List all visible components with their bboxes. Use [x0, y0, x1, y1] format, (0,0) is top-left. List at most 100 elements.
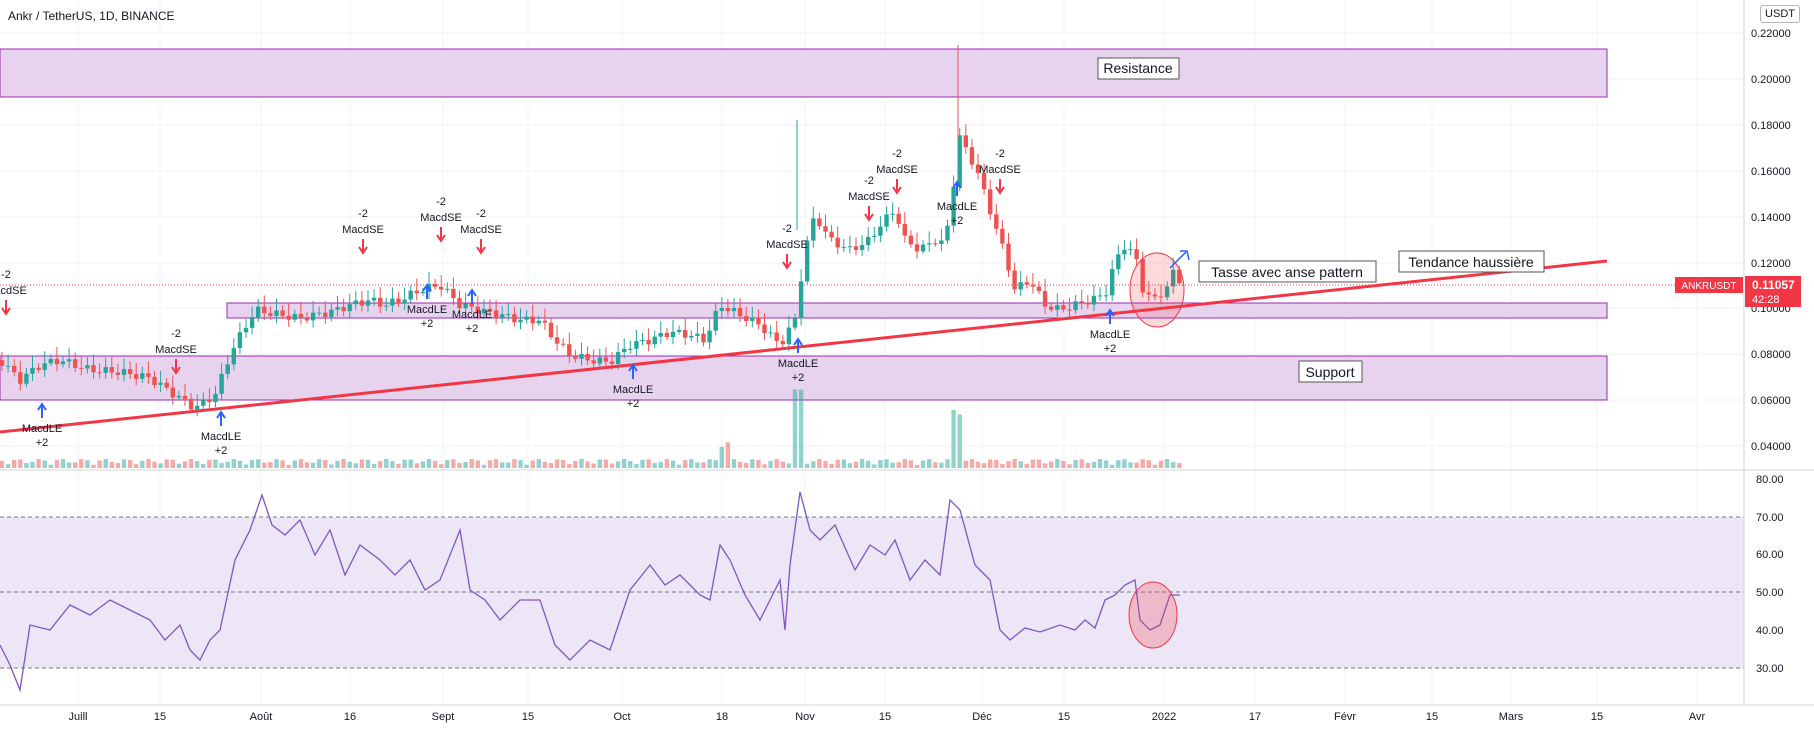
- countdown: 42:28: [1752, 294, 1780, 306]
- candle-body: [451, 288, 456, 299]
- volume-bar: [841, 459, 846, 468]
- volume-bar: [707, 459, 712, 468]
- candle-body: [872, 235, 877, 237]
- volume-bar: [817, 459, 822, 468]
- support-label-box[interactable]: Support: [1298, 360, 1363, 383]
- currency-button[interactable]: USDT: [1760, 5, 1800, 23]
- volume-bar: [5, 464, 11, 468]
- cup-handle-ellipse[interactable]: [1129, 252, 1185, 328]
- candle-body: [884, 214, 889, 227]
- short-signal-label: MacdSE: [848, 191, 890, 203]
- volume-bar: [18, 459, 23, 468]
- volume-bar: [280, 460, 285, 468]
- volume-bar: [152, 461, 157, 468]
- sell-arrow-icon: [436, 227, 446, 243]
- volume-bar: [1097, 459, 1103, 468]
- candle-body: [981, 172, 987, 190]
- candle-body: [298, 313, 304, 318]
- time-tick-label: Nov: [795, 711, 815, 723]
- candle-body: [1110, 269, 1115, 296]
- volume-bar: [1073, 459, 1078, 468]
- volume-bar: [408, 459, 413, 468]
- uptrend-line[interactable]: [0, 259, 1608, 434]
- candle-body: [121, 369, 127, 375]
- candle-body: [847, 246, 853, 248]
- breakout-arrow-icon[interactable]: [1169, 250, 1190, 269]
- candle-body: [1177, 269, 1182, 283]
- candle-body: [506, 314, 511, 316]
- resistance-zone[interactable]: [0, 48, 1608, 98]
- time-tick-label: 2022: [1152, 711, 1176, 723]
- sell-arrow-icon: [171, 359, 181, 375]
- long-signal-value: +2: [792, 372, 805, 384]
- candle-body: [292, 313, 297, 320]
- volume-bar: [585, 461, 590, 468]
- volume-bar: [1177, 462, 1182, 468]
- volume-bar: [219, 463, 224, 468]
- time-axis[interactable]: Juill 15 Août 16 Sept 15 Oct 18 Nov 15 Déc 15 2022 17…: [69, 711, 1706, 723]
- resistance-label: Resistance: [1103, 60, 1172, 76]
- volume-bar: [975, 461, 981, 468]
- volume-bar: [237, 460, 243, 468]
- volume-bar: [121, 459, 127, 468]
- candle-body: [542, 320, 548, 323]
- candle-body: [127, 369, 133, 375]
- rsi-highlight-ellipse[interactable]: [1128, 581, 1178, 649]
- candle-body: [1085, 302, 1090, 305]
- candle-body: [524, 316, 529, 320]
- volume-bar: [597, 459, 602, 468]
- resistance-label-box[interactable]: Resistance: [1097, 57, 1180, 80]
- candle-body: [914, 244, 920, 252]
- candle-body: [579, 353, 584, 359]
- candle-body: [853, 246, 859, 250]
- middle-zone[interactable]: [226, 302, 1608, 319]
- price-tick-label: 0.22000: [1751, 28, 1791, 40]
- rsi-line[interactable]: [0, 491, 1180, 693]
- candle-body: [249, 317, 255, 328]
- candle-body: [353, 300, 358, 305]
- candle-body: [54, 358, 60, 365]
- buy-arrow-icon: [467, 288, 477, 304]
- long-signal-label: MacdLE: [778, 358, 818, 370]
- volume-bar: [652, 463, 657, 468]
- candle-body: [622, 348, 627, 353]
- time-tick-label: Août: [250, 711, 273, 723]
- volume-bar: [292, 460, 297, 468]
- volume-bar: [304, 462, 310, 468]
- candle-body: [933, 243, 938, 245]
- candle-body: [744, 316, 749, 322]
- candle-body: [274, 310, 279, 316]
- uptrend-label-box[interactable]: Tendance haussière: [1398, 250, 1545, 273]
- cup-handle-label-box[interactable]: Tasse avec anse pattern: [1198, 260, 1377, 283]
- volume-bar: [323, 460, 328, 468]
- candle-body: [323, 312, 328, 317]
- candle-body: [1091, 295, 1097, 305]
- candle-body: [737, 308, 743, 317]
- buy-arrow-icon: [952, 180, 962, 196]
- volume-bar: [201, 463, 206, 468]
- buy-arrow-icon: [793, 337, 803, 353]
- volume-bar: [79, 459, 84, 468]
- volume-bar: [262, 462, 267, 468]
- volume-bar: [506, 462, 511, 468]
- short-signal-value: -2: [358, 208, 368, 220]
- short-signal-value: -2: [436, 196, 446, 208]
- long-signal-label: MacdLE: [452, 309, 492, 321]
- candle-body: [1079, 301, 1084, 303]
- candle-body: [0, 360, 5, 366]
- candle-body: [859, 245, 865, 250]
- volume-bar: [756, 459, 761, 468]
- candle-body: [1030, 284, 1036, 287]
- price-axis[interactable]: 0.22000 0.20000 0.18000 0.16000 0.14000 0.120…: [1751, 28, 1791, 453]
- candle-body: [219, 373, 224, 394]
- volume-bar: [774, 459, 779, 468]
- candle-body: [646, 339, 651, 345]
- volume-bar: [634, 464, 639, 468]
- candlesticks: [0, 45, 1182, 417]
- volume-bar: [536, 459, 541, 468]
- candle-body: [469, 303, 474, 307]
- volume-bar: [457, 462, 462, 468]
- rsi-axis[interactable]: 80.00 70.00 60.00 50.00 40.00 30.00: [1756, 474, 1784, 675]
- time-tick-label: 15: [1591, 711, 1603, 723]
